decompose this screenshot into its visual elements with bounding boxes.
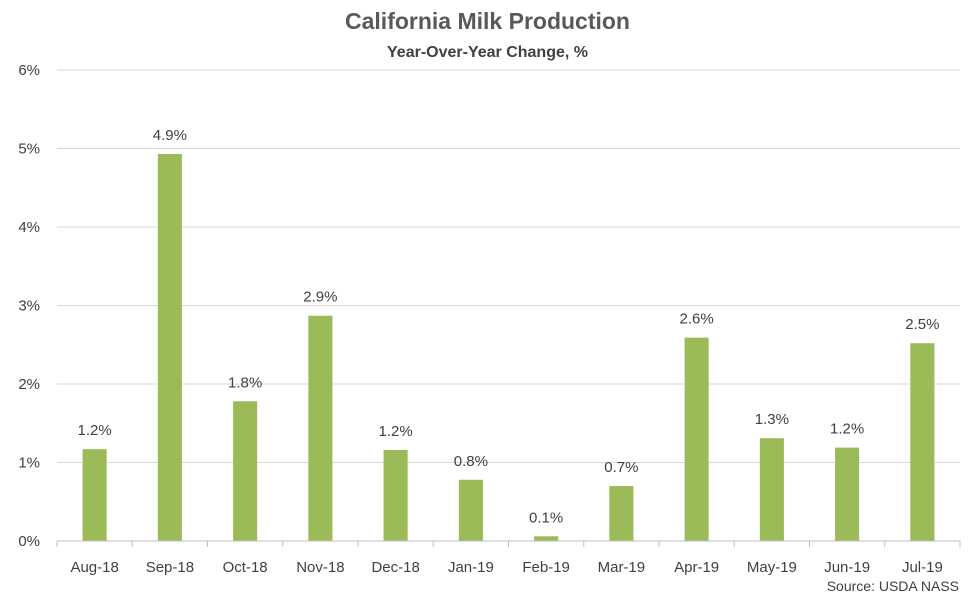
x-tick-label: Mar-19	[598, 559, 646, 576]
bar-apr-19	[684, 337, 709, 541]
y-tick-label: 6%	[18, 62, 40, 79]
bars	[82, 153, 935, 541]
data-label: 1.2%	[830, 421, 864, 438]
bar-jun-19	[835, 447, 860, 541]
bar-dec-18	[383, 449, 408, 541]
x-tick-label: Apr-19	[674, 559, 719, 576]
x-tick-label: Jul-19	[902, 559, 943, 576]
x-tick-label: Feb-19	[522, 559, 570, 576]
y-axis-ticks: 0% 1% 2% 3% 4% 5% 6%	[18, 62, 40, 550]
bar-nov-18	[308, 315, 333, 541]
x-tick-label: Jun-19	[824, 559, 870, 576]
x-tick-label: Aug-18	[70, 559, 118, 576]
data-label: 4.9%	[153, 127, 187, 144]
bar-aug-18	[82, 449, 107, 541]
data-label: 2.6%	[680, 311, 714, 328]
data-label: 1.2%	[379, 423, 413, 440]
x-axis-ticks: Aug-18 Sep-18 Oct-18 Nov-18 Dec-18 Jan-19 Feb-…	[70, 559, 942, 576]
data-label: 0.1%	[529, 509, 563, 526]
bar-oct-18	[233, 401, 258, 541]
chart-title: California Milk Production	[345, 8, 630, 34]
data-label: 0.7%	[604, 459, 638, 476]
y-tick-label: 3%	[18, 298, 40, 315]
gridlines	[57, 69, 960, 463]
data-label: 0.8%	[454, 453, 488, 470]
source-note: Source: USDA NASS	[826, 578, 959, 594]
data-label: 1.2%	[78, 422, 112, 439]
bar-jul-19	[910, 343, 935, 541]
x-tick-label: Dec-18	[371, 559, 419, 576]
bar-mar-19	[609, 486, 634, 541]
x-tick-label: May-19	[747, 559, 797, 576]
x-tick-label: Nov-18	[296, 559, 344, 576]
x-tick-label: Jan-19	[448, 559, 494, 576]
data-label: 1.8%	[228, 374, 262, 391]
y-tick-label: 1%	[18, 455, 40, 472]
data-label: 1.3%	[755, 411, 789, 428]
bar-feb-19	[534, 536, 559, 541]
x-tick-label: Oct-18	[223, 559, 268, 576]
data-label: 2.9%	[303, 289, 337, 306]
data-labels: 1.2% 4.9% 1.8% 2.9% 1.2% 0.8% 0.1% 0.7% 2.6% 1.3%…	[78, 127, 940, 526]
bar-jan-19	[458, 479, 483, 541]
y-tick-label: 5%	[18, 141, 40, 158]
data-label: 2.5%	[905, 316, 939, 333]
x-axis	[56, 540, 961, 547]
y-tick-label: 0%	[18, 533, 40, 550]
x-tick-label: Sep-18	[146, 559, 194, 576]
y-tick-label: 4%	[18, 219, 40, 236]
bar-sep-18	[157, 153, 182, 541]
bar-may-19	[759, 438, 784, 541]
chart-subtitle: Year-Over-Year Change, %	[387, 44, 588, 61]
y-tick-label: 2%	[18, 376, 40, 393]
